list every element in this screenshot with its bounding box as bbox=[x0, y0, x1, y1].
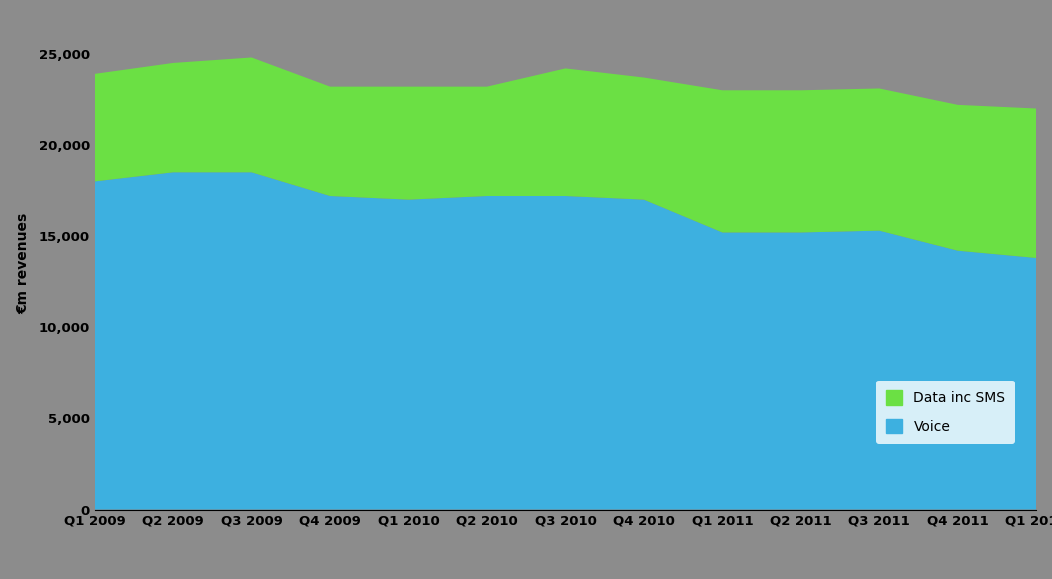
Y-axis label: €m revenues: €m revenues bbox=[16, 213, 31, 314]
Legend: Data inc SMS, Voice: Data inc SMS, Voice bbox=[876, 380, 1015, 444]
